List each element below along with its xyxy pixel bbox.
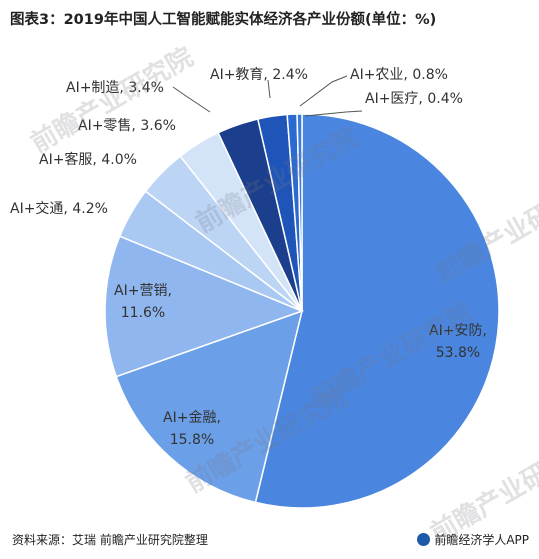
slice-label-8: AI+农业, 0.8%: [350, 67, 448, 83]
pie-slice-2: [104, 235, 305, 378]
pie-slice-9: [296, 113, 303, 312]
brand-logo-icon: [417, 533, 431, 546]
leader-line-9: [304, 110, 363, 117]
slice-label-7: AI+教育, 2.4%: [210, 67, 308, 83]
slice-label-3: AI+交通, 4.2%: [10, 200, 108, 217]
slice-label-0: AI+安防,: [429, 323, 487, 339]
slice-value-0: 53.8%: [436, 345, 480, 361]
brand-footer: 前瞻经济学人APP: [417, 531, 529, 548]
slice-label-6: AI+制造, 3.4%: [66, 80, 164, 96]
pie-slice-0: [254, 113, 500, 509]
slice-label-9: AI+医疗, 0.4%: [365, 91, 463, 107]
slice-label-1: AI+金融,: [163, 410, 221, 426]
slice-value-1: 15.8%: [170, 432, 214, 448]
brand-text: 前瞻经济学人APP: [434, 533, 529, 547]
slice-label-4: AI+客服, 4.0%: [39, 151, 137, 168]
pie-slice-1: [115, 309, 304, 504]
leader-line-7: [267, 79, 271, 99]
chart-title: 图表3：2019年中国人工智能赋能实体经济各产业份额(单位：%): [10, 12, 437, 28]
leader-line-8: [299, 75, 348, 107]
slice-value-2: 11.6%: [121, 305, 165, 321]
leader-line-6: [172, 86, 211, 113]
slice-label-2: AI+营销,: [114, 283, 172, 299]
source-note: 资料来源：艾瑞 前瞻产业研究院整理: [12, 533, 208, 547]
slice-label-5: AI+零售, 3.6%: [78, 118, 176, 134]
